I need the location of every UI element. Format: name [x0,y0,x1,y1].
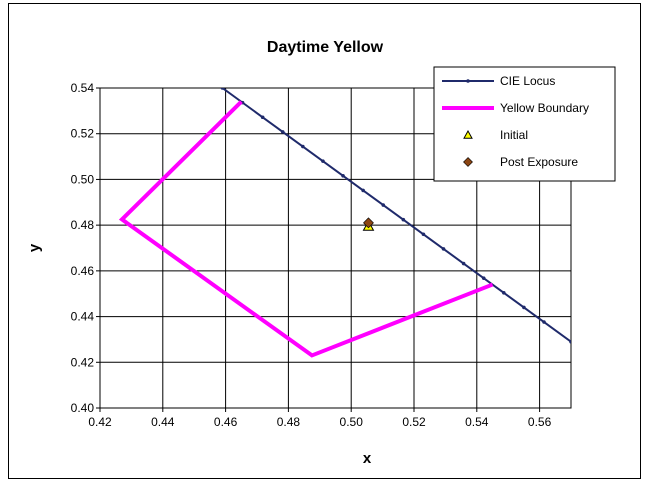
x-tick-label: 0.50 [340,415,364,429]
legend-swatch [463,157,473,167]
y-axis-label: y [26,243,43,252]
legend: CIE Locus Yellow Boundary Initial Post Expo… [433,66,616,182]
locus-point [542,320,546,324]
x-axis-label: x [363,450,372,467]
chart-frame: Daytime Yellow 0.42 0.44 0.46 0.48 0.50 0.52 0… [8,3,641,479]
series-line-1 [118,100,494,358]
locus-point [321,159,325,163]
locus-point [341,173,345,178]
plot-area [99,87,572,409]
legend-label: Yellow Boundary [500,101,589,115]
x-tick-label: 0.48 [277,415,301,429]
y-tick-label: 0.52 [71,127,95,141]
y-tick-label: 0.42 [71,355,95,369]
locus-point [361,188,365,193]
legend-swatch-marker [466,79,470,83]
locus-point [461,261,466,266]
legend-label: Post Exposure [500,155,578,169]
locus-point [260,115,265,120]
y-tick-label: 0.54 [71,81,95,95]
locus-point [220,88,225,90]
y-tick-label: 0.50 [71,172,95,186]
post-exposure-point [363,217,374,229]
x-tick-label: 0.52 [402,415,426,429]
locus-point [502,291,506,295]
locus-point [569,339,571,344]
legend-label: CIE Locus [500,74,555,88]
y-tick-label: 0.40 [71,401,95,415]
legend-swatch [463,129,473,139]
x-tick-label: 0.44 [151,415,175,429]
locus-point [401,217,406,222]
x-tick-label: 0.54 [465,415,489,429]
y-tick-label: 0.44 [71,310,95,324]
locus-point [441,247,446,251]
x-tick-label: 0.56 [528,415,552,429]
locus-point [522,305,526,310]
x-tick-label: 0.42 [88,415,112,429]
locus-point [381,203,386,207]
y-tick-label: 0.48 [71,218,95,232]
legend-label: Initial [500,128,528,142]
tick-labels: 0.42 0.44 0.46 0.48 0.50 0.52 0.54 0.560.400.42… [71,81,552,429]
y-tick-label: 0.46 [71,264,95,278]
series-line-0 [221,88,571,343]
locus-point [301,144,305,149]
chart-svg: Daytime Yellow 0.42 0.44 0.46 0.48 0.50 0.52 0… [26,39,616,467]
locus-point [421,232,426,237]
chart-title: Daytime Yellow [267,39,384,56]
locus-point [280,130,285,134]
series-layer [118,88,571,358]
x-tick-label: 0.46 [214,415,238,429]
locus-point [481,276,486,280]
